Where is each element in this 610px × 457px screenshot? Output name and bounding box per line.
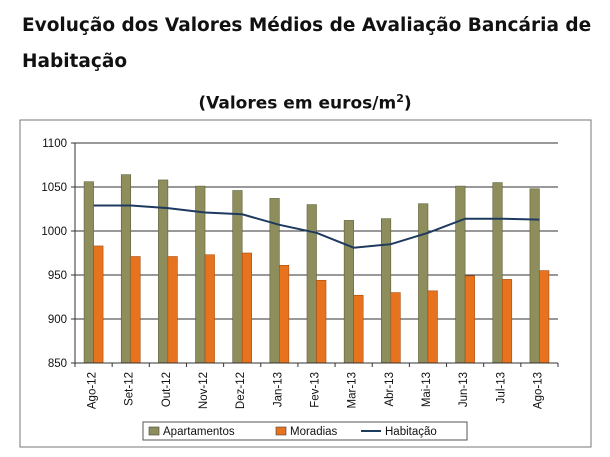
y-tick-label: 1050 (41, 182, 67, 194)
bar-apartamentos (418, 203, 429, 364)
bar-apartamentos (232, 190, 243, 364)
legend-swatch-moradias (275, 426, 287, 436)
x-tick-label: Jul-13 (495, 372, 507, 403)
bar-moradias (390, 292, 401, 364)
bar-apartamentos (343, 220, 354, 364)
legend-box (142, 421, 468, 441)
x-tick-label: Fev-13 (310, 372, 322, 408)
line-habitacao (93, 204, 540, 249)
chart-title-superscript: 2 (396, 92, 404, 105)
legend-swatch-apartamentos (148, 426, 160, 436)
bar-apartamentos (492, 182, 503, 364)
x-tick-label: Nov-12 (198, 372, 210, 409)
x-tick-label: Dez-12 (235, 372, 247, 409)
bar-apartamentos (381, 218, 392, 364)
x-tick-label: Mar-13 (347, 372, 359, 408)
legend-label-apartamentos: Apartamentos (163, 426, 235, 438)
x-tick-label: Ago-13 (532, 372, 544, 409)
y-tick-label: 1100 (42, 138, 67, 150)
y-tick-label: 900 (48, 314, 67, 326)
bar-apartamentos (120, 174, 132, 364)
bar-moradias (316, 279, 327, 364)
x-tick-label: Jun-13 (458, 372, 470, 407)
x-tick-label: Set-12 (124, 372, 136, 406)
page-heading: Evolução dos Valores Médios de Avaliação… (22, 8, 602, 80)
bar-moradias (204, 254, 215, 364)
bar-apartamentos (83, 181, 94, 364)
x-tick-label: Abr-13 (384, 372, 396, 407)
bar-apartamentos (306, 204, 317, 364)
bar-moradias (539, 270, 550, 364)
bar-moradias (241, 252, 252, 364)
x-tick-label: Ago-12 (87, 372, 99, 409)
x-tick-label: Out-12 (161, 372, 173, 407)
bar-apartamentos (455, 185, 466, 364)
bar-moradias (279, 265, 290, 364)
y-tick-label: 1000 (41, 226, 67, 238)
y-tick-label: 950 (48, 270, 67, 282)
chart-title: (Valores em euros/m2) (0, 92, 610, 114)
y-tick-label: 850 (48, 358, 67, 370)
legend-label-habitacao: Habitação (385, 426, 437, 438)
chart-title-text: (Valores em euros/m (198, 93, 397, 114)
bar-apartamentos (529, 188, 540, 364)
heading-line-2: Habitação (22, 51, 128, 72)
x-tick-label: Jan-13 (272, 372, 284, 407)
legend-label-moradias: Moradias (290, 426, 338, 438)
chart-title-close: ) (403, 93, 412, 114)
bar-moradias (427, 290, 438, 364)
x-tick-label: Mai-13 (421, 372, 433, 407)
bar-moradias (501, 279, 513, 364)
bar-moradias (464, 275, 475, 364)
bar-moradias (353, 294, 364, 364)
bar-moradias (93, 245, 104, 364)
bar-moradias (167, 256, 178, 364)
heading-line-1: Evolução dos Valores Médios de Avaliação… (22, 15, 592, 36)
bar-moradias (130, 256, 141, 364)
